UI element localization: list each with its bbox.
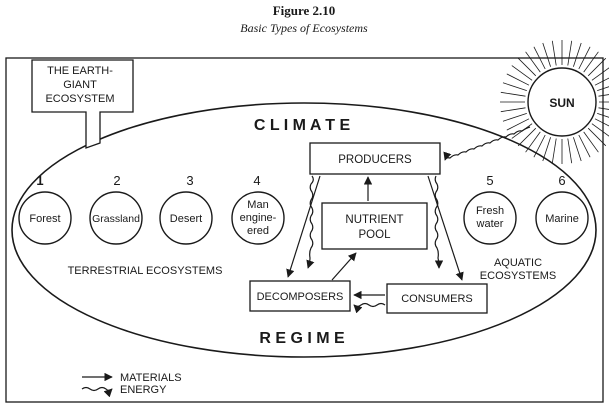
- ecosystem-number-4: 4: [253, 173, 260, 188]
- sun-ray: [597, 113, 609, 118]
- ecosystem-circle-grassland: [89, 191, 143, 245]
- decomposers-box: [249, 280, 351, 312]
- arrow-producers-to-decomposers: [286, 175, 321, 278]
- ecosystem-circle-man-engineered: [231, 191, 285, 245]
- sun-ray: [587, 127, 607, 147]
- sun-ray: [533, 46, 546, 70]
- regime-label: R E G I M E: [259, 330, 345, 347]
- climate-label: C L I M A T E: [254, 117, 351, 134]
- sun-ray: [542, 42, 551, 67]
- sun-ray: [583, 51, 599, 73]
- sun-ray: [594, 77, 609, 86]
- sun-ray: [500, 91, 526, 97]
- sun-ray: [583, 131, 599, 153]
- producers-box: [309, 142, 441, 175]
- sun-ray: [578, 46, 591, 70]
- earth-box-line1: THE EARTH-: [47, 65, 113, 77]
- ecosystem-number-2: 2: [113, 173, 120, 188]
- earth-box-line3: ECOSYSTEM: [45, 93, 114, 105]
- sun-ray: [597, 86, 609, 91]
- sun-ray: [502, 82, 527, 91]
- sun-ray: [591, 67, 609, 81]
- aquatic-ecosystems-label-line1: AQUATIC: [494, 257, 542, 269]
- energy-arrow-producers-to-decomposers: [306, 175, 315, 269]
- sun-label: SUN: [549, 96, 574, 110]
- energy-arrow-consumers-to-decomposers: [353, 302, 386, 314]
- sun-ray: [542, 137, 551, 162]
- arrow-decomposers-to-nutrient: [331, 252, 357, 281]
- earth-box: [31, 59, 134, 149]
- terrestrial-ecosystems-label: TERRESTRIAL ECOSYSTEMS: [68, 265, 223, 277]
- climate-regime-ellipse: [11, 102, 597, 358]
- energy-arrow-sun-to-producers: [443, 126, 531, 161]
- nutrient-pool-line2: POOL: [359, 229, 392, 241]
- ecosystem-circle-marine: [535, 191, 589, 245]
- ecosystem-label-desert: Desert: [170, 213, 202, 225]
- nutrient-pool-box: [321, 202, 428, 250]
- ecosystem-label-fresh-line2: water: [476, 218, 504, 230]
- figure-number: Figure 2.10: [273, 3, 336, 18]
- ecosystem-label-marine: Marine: [545, 213, 579, 225]
- legend-energy-label: ENERGY: [120, 384, 167, 396]
- legend-materials-label: MATERIALS: [120, 372, 182, 384]
- earth-box-line2: GIANT: [63, 79, 97, 91]
- sun-ray: [551, 138, 557, 164]
- ecosystem-number-5: 5: [486, 173, 493, 188]
- sun-ray: [533, 134, 546, 158]
- arrow-producers-to-consumers: [427, 175, 464, 281]
- sun-ray: [551, 40, 557, 66]
- sun-ray: [506, 73, 530, 86]
- sun-ray: [511, 65, 533, 81]
- ecosystem-label-fresh-line1: Fresh: [476, 205, 504, 217]
- aquatic-ecosystems-label-line2: ECOSYSTEMS: [480, 270, 556, 282]
- sun-ray: [573, 42, 582, 67]
- figure-subtitle: Basic Types of Ecosystems: [240, 21, 368, 35]
- sun-ray: [578, 134, 591, 158]
- ecosystem-circle-forest: [18, 191, 72, 245]
- decomposers-label: DECOMPOSERS: [257, 291, 344, 303]
- ecosystem-label-man-line3: ered: [247, 225, 269, 237]
- sun-ray: [517, 127, 537, 147]
- sun-ray: [591, 123, 609, 137]
- outer-frame: [5, 57, 604, 403]
- sun-ray: [525, 51, 541, 73]
- ecosystem-number-3: 3: [186, 173, 193, 188]
- sun-ray: [598, 94, 609, 97]
- sun-ray: [500, 107, 526, 113]
- ecosystem-number-1: 1: [36, 173, 43, 188]
- consumers-box: [386, 283, 488, 314]
- ecosystem-label-grassland: Grassland: [92, 213, 140, 225]
- sun-ray: [587, 57, 607, 77]
- ecosystem-circle-fresh-water: [463, 191, 517, 245]
- sun-ray: [567, 40, 573, 66]
- sun-ray: [502, 113, 527, 122]
- consumers-label: CONSUMERS: [401, 293, 473, 305]
- sun-ray: [598, 107, 609, 110]
- sun-icon: [500, 40, 609, 164]
- sun-ray: [594, 118, 609, 127]
- sun-ray: [506, 118, 530, 131]
- sun-ray: [517, 57, 537, 77]
- ecosystem-label-man-line2: engine-: [240, 212, 277, 224]
- sun-ray: [567, 138, 573, 164]
- sun-ray: [525, 131, 541, 153]
- producers-label: PRODUCERS: [338, 154, 412, 166]
- ecosystem-label-man-line1: Man: [247, 199, 268, 211]
- ecosystem-number-6: 6: [558, 173, 565, 188]
- legend-energy-arrow: [81, 386, 113, 398]
- energy-arrow-producers-to-consumers: [434, 175, 444, 269]
- sun-ray: [573, 137, 582, 162]
- ecosystem-label-forest: Forest: [29, 213, 60, 225]
- ecosystem-circle-desert: [159, 191, 213, 245]
- nutrient-pool-line1: NUTRIENT: [345, 214, 403, 226]
